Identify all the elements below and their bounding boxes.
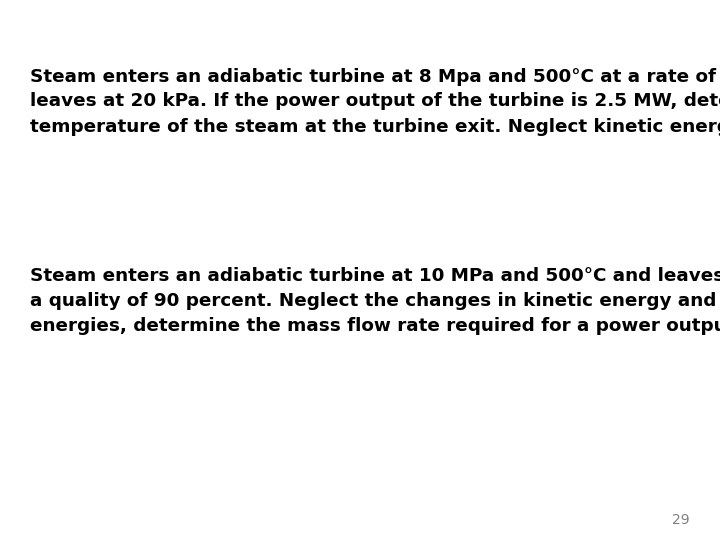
Text: 29: 29 xyxy=(672,512,690,526)
Text: Steam enters an adiabatic turbine at 8 Mpa and 500°C at a rate of 3 kg/s and
lea: Steam enters an adiabatic turbine at 8 M… xyxy=(30,68,720,136)
Text: Steam enters an adiabatic turbine at 10 MPa and 500°C and leaves at 10 kPa with
: Steam enters an adiabatic turbine at 10 … xyxy=(30,267,720,335)
